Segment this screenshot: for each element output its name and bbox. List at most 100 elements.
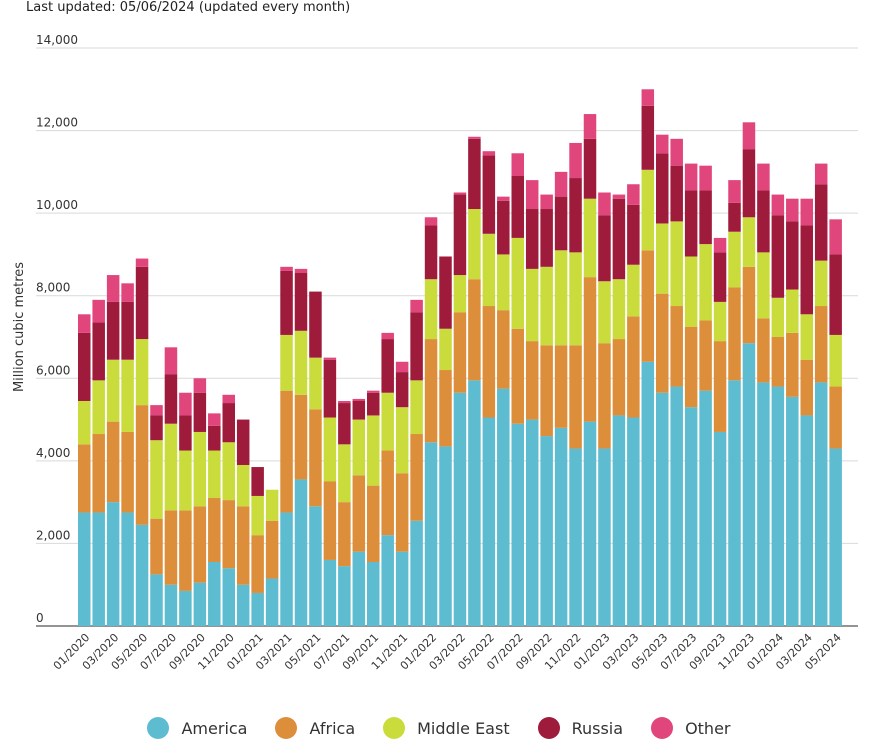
bar-segment-russia <box>367 392 380 416</box>
bar-segment-africa <box>395 473 409 552</box>
bar-segment-russia <box>135 266 149 340</box>
bar-segment-america <box>338 566 351 626</box>
bar-segment-africa <box>280 390 293 513</box>
bar-segment-africa <box>106 421 120 503</box>
bar-segment-russia <box>583 138 597 199</box>
bar-segment-other <box>410 299 423 313</box>
bar-segment-africa <box>583 277 597 422</box>
y-tick-label: 2,000 <box>36 528 70 542</box>
bar-segment-africa <box>569 345 582 449</box>
bar-segment-africa <box>814 306 828 383</box>
legend-item-other[interactable]: Other <box>651 717 731 739</box>
bar-segment-other <box>323 357 337 360</box>
bar-segment-africa <box>164 510 178 585</box>
bar-segment-africa <box>742 266 756 344</box>
bar-segment-other <box>800 198 813 226</box>
bar-segment-middle-east <box>265 489 279 521</box>
bar-segment-africa <box>424 339 438 443</box>
bar-segment-africa <box>222 500 235 569</box>
bar-segment-middle-east <box>684 256 698 327</box>
bar-segment-america <box>497 388 510 626</box>
bar-segment-other <box>670 138 683 166</box>
bar-segment-other <box>193 378 207 393</box>
bar-segment-africa <box>309 409 322 507</box>
bar-segment-russia <box>439 256 452 329</box>
bar-segment-russia <box>728 202 741 232</box>
bar-segment-america <box>424 442 438 626</box>
bar-segment-africa <box>641 250 655 362</box>
bar-segment-middle-east <box>222 442 235 501</box>
y-tick-label: 10,000 <box>36 198 78 212</box>
y-axis-label: Million cubic metres <box>12 262 27 392</box>
bar-segment-other <box>612 194 626 199</box>
bar-segment-middle-east <box>598 281 611 344</box>
bar-segment-middle-east <box>150 440 163 519</box>
bar-segment-russia <box>121 301 134 360</box>
legend-label: Middle East <box>417 718 510 738</box>
bar-segment-middle-east <box>251 495 264 536</box>
bar-segment-america <box>280 512 293 626</box>
bar-segment-russia <box>280 270 293 335</box>
bar-segment-america <box>656 392 669 626</box>
bar-segment-middle-east <box>829 334 842 387</box>
bar-segment-america <box>78 512 91 626</box>
bar-segment-africa <box>78 444 91 513</box>
bar-segment-other <box>294 268 308 274</box>
bar-segment-russia <box>78 332 91 401</box>
bar-segment-africa <box>670 306 683 387</box>
bar-segment-america <box>670 386 683 626</box>
bar-segment-america <box>569 448 582 626</box>
bar-segment-america <box>684 407 698 626</box>
legend-item-middle-east[interactable]: Middle East <box>383 717 510 739</box>
bar-segment-middle-east <box>352 419 366 476</box>
russia-swatch-icon <box>537 717 560 739</box>
legend-item-russia[interactable]: Russia <box>537 717 623 739</box>
bar-segment-other <box>554 171 568 197</box>
bar-segment-america <box>540 436 553 626</box>
x-axis-ticks: 01/202003/202005/202007/202009/202011/20… <box>51 631 844 673</box>
bar-segment-america <box>468 380 481 626</box>
bar-segment-middle-east <box>323 417 337 482</box>
bar-segment-middle-east <box>757 252 770 319</box>
bar-segment-other <box>583 114 597 139</box>
bar-segment-russia <box>511 175 524 238</box>
bar-segment-other <box>424 217 438 226</box>
legend-item-africa[interactable]: Africa <box>275 717 355 739</box>
bar-segment-other <box>569 142 582 179</box>
bar-segment-russia <box>164 374 178 424</box>
bar-segment-africa <box>757 318 770 383</box>
bar-segment-america <box>829 448 842 626</box>
bar-segment-russia <box>106 301 120 360</box>
bar-segment-middle-east <box>786 289 799 333</box>
bar-segment-other <box>482 151 496 156</box>
bar-segment-russia <box>742 149 756 218</box>
bar-segment-middle-east <box>106 359 120 422</box>
bar-segment-other <box>381 332 394 340</box>
bar-segment-middle-east <box>511 237 524 329</box>
bar-segment-america <box>641 361 655 626</box>
bar-segment-russia <box>627 204 640 265</box>
bar-segment-africa <box>381 450 394 536</box>
bar-segment-africa <box>482 306 496 418</box>
bar-segment-america <box>771 386 785 626</box>
bar-segment-america <box>583 421 597 626</box>
bar-segment-other <box>728 180 741 203</box>
bar-segment-russia <box>309 291 322 358</box>
legend-label: America <box>181 718 248 738</box>
bar-segment-middle-east <box>179 450 192 511</box>
bar-segment-africa <box>468 279 481 381</box>
legend-item-america[interactable]: America <box>147 717 247 739</box>
bar-segment-middle-east <box>410 380 423 435</box>
bar-segment-russia <box>338 403 351 445</box>
bar-segment-russia <box>497 200 510 255</box>
bar-segment-russia <box>222 403 235 443</box>
bar-segment-america <box>179 590 192 626</box>
bar-segment-africa <box>265 520 279 579</box>
bar-segment-middle-east <box>135 339 149 406</box>
bar-segment-america <box>208 562 221 626</box>
bar-segment-america <box>511 423 524 626</box>
bar-segment-africa <box>612 339 626 416</box>
bar-segment-america <box>554 427 568 626</box>
bar-segment-middle-east <box>453 275 467 313</box>
bar-segment-russia <box>771 215 785 298</box>
